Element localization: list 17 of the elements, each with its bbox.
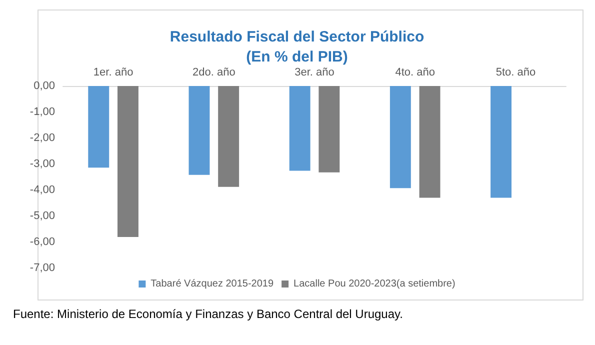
x-tick-label: 4to. año [395,66,435,78]
x-tick-label: 1er. año [93,66,134,78]
y-tick-label: -3,00 [30,158,55,170]
source-note: Fuente: Ministerio de Economía y Finanzas y Banco Central del Uruguay. [13,307,403,321]
y-tick-label: -6,00 [30,236,55,248]
y-tick-label: -5,00 [30,210,55,222]
legend-label: Lacalle Pou 2020-2023(a setiembre) [294,278,456,290]
x-tick-label: 5to. año [496,66,536,78]
y-tick-label: -7,00 [30,262,55,274]
legend-label: Tabaré Vázquez 2015-2019 [150,278,274,290]
y-tick-label: -1,00 [30,106,55,118]
y-tick-label: -4,00 [30,184,55,196]
x-tick-label: 2do. año [192,66,236,78]
chart-title: Resultado Fiscal del Sector Público (En % del PIB) [170,28,424,66]
x-tick-label: 3er. año [294,66,334,78]
y-tick-label: -2,00 [30,132,55,144]
y-tick-label: 0,00 [34,80,55,92]
